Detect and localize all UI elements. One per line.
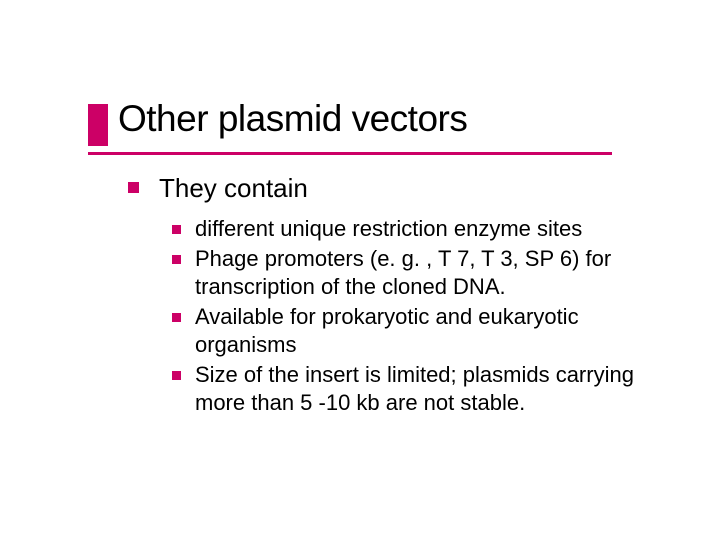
level2-list: different unique restriction enzyme site…: [172, 215, 660, 418]
square-bullet-icon: [128, 182, 139, 193]
list-item-level2: Size of the insert is limited; plasmids …: [172, 361, 660, 417]
level2-text: different unique restriction enzyme site…: [195, 215, 582, 243]
square-bullet-icon: [172, 255, 181, 264]
square-bullet-icon: [172, 313, 181, 322]
square-bullet-icon: [172, 225, 181, 234]
accent-vertical-bar: [88, 104, 108, 146]
accent-horizontal-rule: [88, 152, 612, 155]
level2-text: Phage promoters (e. g. , T 7, T 3, SP 6)…: [195, 245, 660, 301]
list-item-level2: Phage promoters (e. g. , T 7, T 3, SP 6)…: [172, 245, 660, 301]
list-item-level2: different unique restriction enzyme site…: [172, 215, 660, 243]
list-item-level1: They contain: [128, 172, 660, 205]
list-item-level2: Available for prokaryotic and eukaryotic…: [172, 303, 660, 359]
square-bullet-icon: [172, 371, 181, 380]
slide-body: They contain different unique restrictio…: [128, 172, 660, 420]
level2-text: Size of the insert is limited; plasmids …: [195, 361, 660, 417]
slide-title: Other plasmid vectors: [118, 98, 467, 140]
level1-text: They contain: [159, 172, 308, 205]
level2-text: Available for prokaryotic and eukaryotic…: [195, 303, 660, 359]
slide: Other plasmid vectors They contain diffe…: [0, 0, 720, 540]
